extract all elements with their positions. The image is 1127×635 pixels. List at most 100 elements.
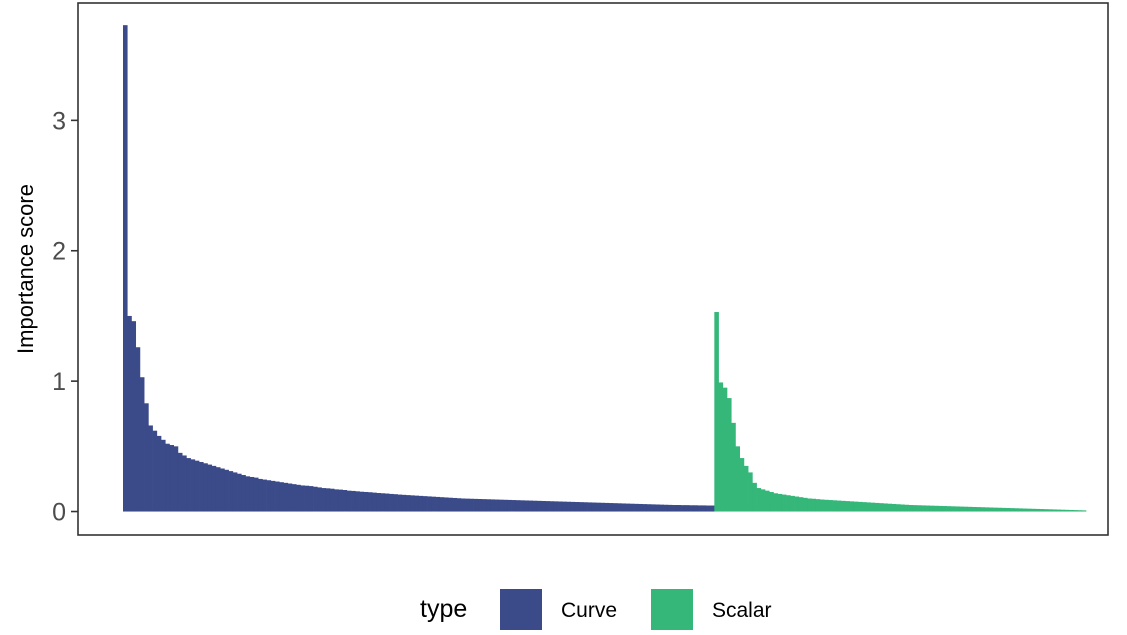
bar-curve-106 <box>566 501 572 512</box>
bar-scalar-10 <box>752 482 757 512</box>
bar-scalar-80 <box>1047 509 1053 512</box>
bar-scalar-42 <box>887 503 893 512</box>
bar-scalar-71 <box>1009 508 1015 512</box>
bar-scalar-28 <box>828 500 833 512</box>
bar-scalar-85 <box>1069 509 1074 512</box>
bar-curve-6 <box>144 403 149 512</box>
y-tick-label-1: 1 <box>52 368 66 396</box>
bar-scalar-20 <box>794 496 800 512</box>
bar-curve-45 <box>308 486 314 512</box>
bar-curve-105 <box>562 501 567 512</box>
bar-curve-63 <box>384 493 390 512</box>
bar-curve-35 <box>266 480 272 512</box>
bar-curve-87 <box>486 499 491 512</box>
bar-scalar-68 <box>997 507 1002 512</box>
bar-scalar-15 <box>773 493 779 512</box>
bar-curve-131 <box>672 505 677 512</box>
bar-curve-39 <box>283 482 289 512</box>
bar-scalar-82 <box>1056 509 1061 512</box>
bar-scalar-34 <box>853 501 859 512</box>
bar-curve-22 <box>211 465 217 512</box>
bar-curve-55 <box>351 490 356 512</box>
bar-scalar-51 <box>925 505 931 512</box>
bar-scalar-46 <box>904 504 909 512</box>
bar-curve-57 <box>359 491 365 512</box>
bar-scalar-87 <box>1077 510 1083 512</box>
bar-curve-9 <box>156 435 162 512</box>
bar-curve-116 <box>608 503 614 512</box>
bar-scalar-59 <box>959 506 964 512</box>
legend-swatch-curve <box>500 589 542 631</box>
bar-curve-71 <box>418 495 424 512</box>
bar-curve-56 <box>355 491 360 512</box>
bar-scalar-29 <box>832 500 838 512</box>
bar-curve-83 <box>469 498 474 512</box>
bar-scalar-31 <box>841 500 846 512</box>
bar-curve-95 <box>520 500 525 512</box>
bar-scalar-38 <box>870 502 876 512</box>
bar-curve-8 <box>152 430 158 512</box>
y-axis: 0 1 2 3 <box>52 107 78 527</box>
bar-scalar-55 <box>942 506 947 512</box>
bar-curve-125 <box>646 504 652 512</box>
bar-curve-120 <box>625 503 631 512</box>
bar-curve-126 <box>650 504 656 512</box>
bar-scalar-52 <box>929 505 935 512</box>
bar-curve-122 <box>634 503 639 512</box>
bar-curve-97 <box>528 500 534 512</box>
bar-scalar-56 <box>946 506 952 512</box>
bar-curve-16 <box>186 458 191 512</box>
bar-curve-65 <box>393 494 398 512</box>
bar-curve-85 <box>477 499 483 512</box>
bar-curve-28 <box>237 473 242 512</box>
bar-scalar-36 <box>862 502 867 512</box>
bar-curve-79 <box>452 497 458 512</box>
bar-curve-118 <box>617 503 622 512</box>
bar-curve-117 <box>612 503 618 512</box>
bar-scalar-30 <box>836 500 842 512</box>
bar-scalar-22 <box>803 497 808 512</box>
bar-curve-15 <box>182 455 187 512</box>
bar-curve-62 <box>380 493 386 512</box>
y-tick-label-2: 2 <box>52 238 66 266</box>
bar-curve-134 <box>684 505 690 512</box>
bar-curve-100 <box>541 500 546 512</box>
bar-scalar-50 <box>921 505 926 512</box>
bar-curve-67 <box>401 494 407 512</box>
bar-curve-31 <box>249 476 255 512</box>
bar-scalar-27 <box>824 499 829 512</box>
bar-curve-78 <box>448 497 453 512</box>
bar-scalar-4 <box>726 398 732 512</box>
bar-curve-84 <box>473 498 479 512</box>
bar-curve-123 <box>638 503 643 512</box>
bar-curve-50 <box>329 488 335 512</box>
bar-curve-99 <box>536 500 542 512</box>
bar-scalar-13 <box>765 490 770 512</box>
bar-curve-135 <box>688 505 694 512</box>
bar-curve-52 <box>338 489 343 512</box>
bar-scalar-19 <box>790 495 795 512</box>
bar-curve-112 <box>591 502 597 512</box>
legend-label-scalar: Scalar <box>712 599 772 622</box>
bar-curve-70 <box>414 495 419 512</box>
bar-curve-3 <box>131 321 137 512</box>
legend-swatch-scalar <box>651 589 693 631</box>
bar-scalar-35 <box>857 501 863 512</box>
bar-scalar-14 <box>769 491 774 512</box>
bar-curve-42 <box>296 484 301 512</box>
bar-curve-137 <box>697 505 702 512</box>
bar-curve-43 <box>300 485 305 512</box>
bar-curve-66 <box>397 494 403 512</box>
bar-curve-44 <box>304 485 310 512</box>
bar-curve-5 <box>139 377 145 512</box>
bar-curve-93 <box>511 500 517 512</box>
legend-label-curve: Curve <box>561 599 617 622</box>
bar-scalar-26 <box>819 499 825 512</box>
bar-scalar-45 <box>900 504 905 512</box>
bar-curve-60 <box>372 492 377 512</box>
bar-curve-74 <box>431 496 436 512</box>
bar-scalar-72 <box>1014 508 1019 512</box>
bar-scalar-57 <box>950 506 956 512</box>
bar-curve-11 <box>165 443 170 512</box>
bar-curve-140 <box>710 505 715 512</box>
